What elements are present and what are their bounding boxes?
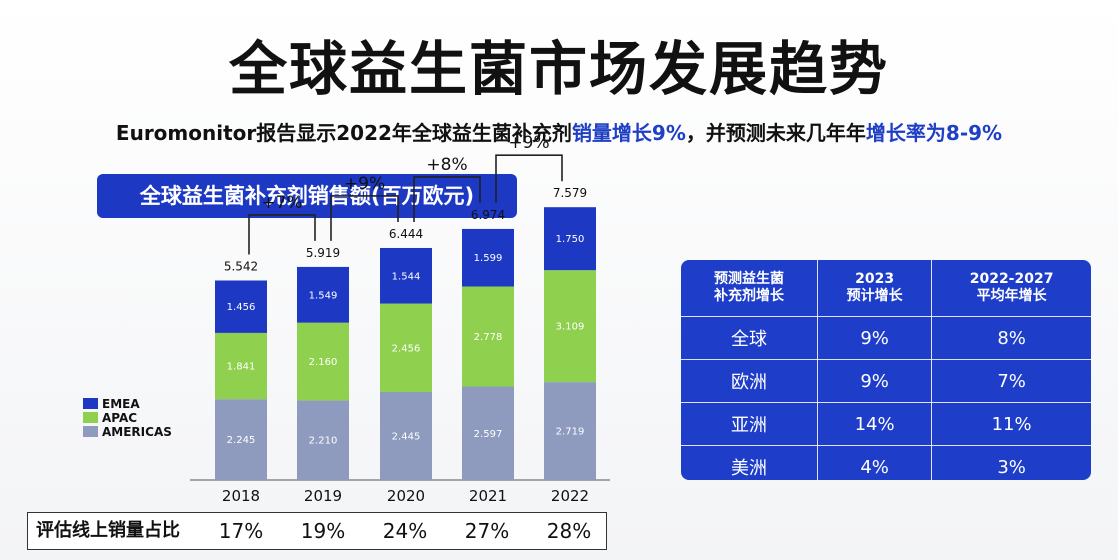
data-label: 2.245 <box>227 435 256 446</box>
online-share-value: 17% <box>218 519 264 543</box>
table-cell: 8% <box>931 316 1091 360</box>
sales-chart: 2.245 1.841 1.456 5.542 2018 2.210 2.160 1.549 5… <box>83 133 610 505</box>
online-share-label: 评估线上销量占比 <box>36 520 180 541</box>
total-label: 6.974 <box>471 208 505 222</box>
table-cell: 美洲 <box>681 445 819 480</box>
online-share-value: 27% <box>464 519 510 543</box>
bar-americas-2019 <box>297 400 349 480</box>
data-label: 2.778 <box>474 332 503 343</box>
subtitle-highlight: 增长率为8-9% <box>865 121 1003 145</box>
x-tick-label: 2021 <box>469 487 507 505</box>
bar-apac-2018 <box>215 332 267 400</box>
table-cell: 9% <box>817 359 933 403</box>
online-share-value: 19% <box>300 519 346 543</box>
data-label: 2.456 <box>392 343 421 354</box>
table-header-row: 预测益生菌 补充剂增长 2023 预计增长 2022-2027 平均年增长 <box>681 260 1091 317</box>
bar-emea-2020 <box>380 247 432 304</box>
online-share-row: 评估线上销量占比 17% 19% 24% 27% 28% <box>27 512 607 550</box>
table-header-cell: 2022-2027 平均年增长 <box>931 260 1091 317</box>
bar-apac-2022 <box>544 270 596 383</box>
total-label: 5.919 <box>306 246 340 260</box>
bar-americas-2021 <box>462 386 514 480</box>
data-label: 2.160 <box>309 357 338 368</box>
growth-bracket <box>330 195 399 241</box>
data-label: 2.719 <box>556 427 585 438</box>
data-label: 1.544 <box>392 271 421 282</box>
data-label: 1.750 <box>556 234 585 245</box>
table-row: 美洲 4% 3% <box>681 445 1091 480</box>
table-row: 亚洲 14% 11% <box>681 402 1091 446</box>
data-label: 1.456 <box>227 302 256 313</box>
bar-emea-2018 <box>215 280 267 333</box>
table-cell: 14% <box>817 402 933 446</box>
bar-emea-2022 <box>544 207 596 271</box>
bar-apac-2021 <box>462 286 514 387</box>
page-title: 全球益生菌市场发展趋势 <box>228 35 889 103</box>
subtitle-part: ，并预测未来几年年 <box>685 121 866 145</box>
x-tick-label: 2018 <box>222 487 260 505</box>
total-label: 6.444 <box>389 227 423 241</box>
table-cell: 全球 <box>681 316 819 360</box>
forecast-table-card: 预测益生菌 补充剂增长 2023 预计增长 2022-2027 平均年增长 全球 9%… <box>681 260 1091 480</box>
table-header-cell: 预测益生菌 补充剂增长 <box>681 260 819 317</box>
legend-swatch-emea <box>83 398 98 409</box>
subtitle: Euromonitor报告显示2022年全球益生菌补充剂销量增长9%，并预测未来… <box>0 117 1118 146</box>
data-label: 1.549 <box>309 290 338 301</box>
data-label: 3.109 <box>556 322 585 333</box>
growth-label: +8% <box>426 155 467 175</box>
growth-label: +9% <box>508 133 549 153</box>
legend-label: AMERICAS <box>102 425 172 439</box>
chart-title: 全球益生菌补充剂销售额(百万欧元) <box>97 174 517 218</box>
table-cell: 11% <box>931 402 1091 446</box>
data-label: 2.597 <box>474 429 503 440</box>
bar-apac-2020 <box>380 303 432 392</box>
bar-americas-2022 <box>544 382 596 480</box>
table-cell: 3% <box>931 445 1091 480</box>
x-tick-label: 2022 <box>551 487 589 505</box>
table-cell: 4% <box>817 445 933 480</box>
table-cell: 亚洲 <box>681 402 819 446</box>
x-tick-label: 2019 <box>304 487 342 505</box>
table-header-cell: 2023 预计增长 <box>817 260 933 317</box>
legend-swatch-apac <box>83 412 98 423</box>
bar-americas-2018 <box>215 399 267 480</box>
forecast-table: 预测益生菌 补充剂增长 2023 预计增长 2022-2027 平均年增长 全球 9%… <box>681 260 1091 480</box>
online-share-value: 28% <box>546 519 592 543</box>
growth-bracket <box>495 154 563 203</box>
growth-label: +7% <box>261 193 302 213</box>
bar-apac-2019 <box>297 322 349 401</box>
total-label: 7.579 <box>553 186 587 200</box>
legend-label: EMEA <box>102 397 140 411</box>
data-label: 2.210 <box>309 436 338 447</box>
subtitle-highlight: 销量增长9% <box>571 121 686 145</box>
data-label: 2.445 <box>392 431 421 442</box>
bar-americas-2020 <box>380 391 432 480</box>
growth-bracket <box>248 214 316 255</box>
total-label: 5.542 <box>224 259 258 273</box>
online-share-value: 24% <box>382 519 428 543</box>
table-cell: 7% <box>931 359 1091 403</box>
bar-emea-2019 <box>297 266 349 323</box>
table-row: 全球 9% 8% <box>681 316 1091 360</box>
data-label: 1.599 <box>474 253 503 264</box>
table-row: 欧洲 9% 7% <box>681 359 1091 403</box>
legend-label: APAC <box>102 411 137 425</box>
growth-bracket <box>413 176 481 222</box>
table-cell: 欧洲 <box>681 359 819 403</box>
data-label: 1.841 <box>227 362 256 373</box>
bar-emea-2021 <box>462 228 514 287</box>
growth-label: +9% <box>344 174 385 194</box>
table-cell: 9% <box>817 316 933 360</box>
x-tick-label: 2020 <box>387 487 425 505</box>
legend-swatch-americas <box>83 426 98 437</box>
subtitle-part: Euromonitor报告显示2022年全球益生菌补充剂 <box>115 121 572 145</box>
